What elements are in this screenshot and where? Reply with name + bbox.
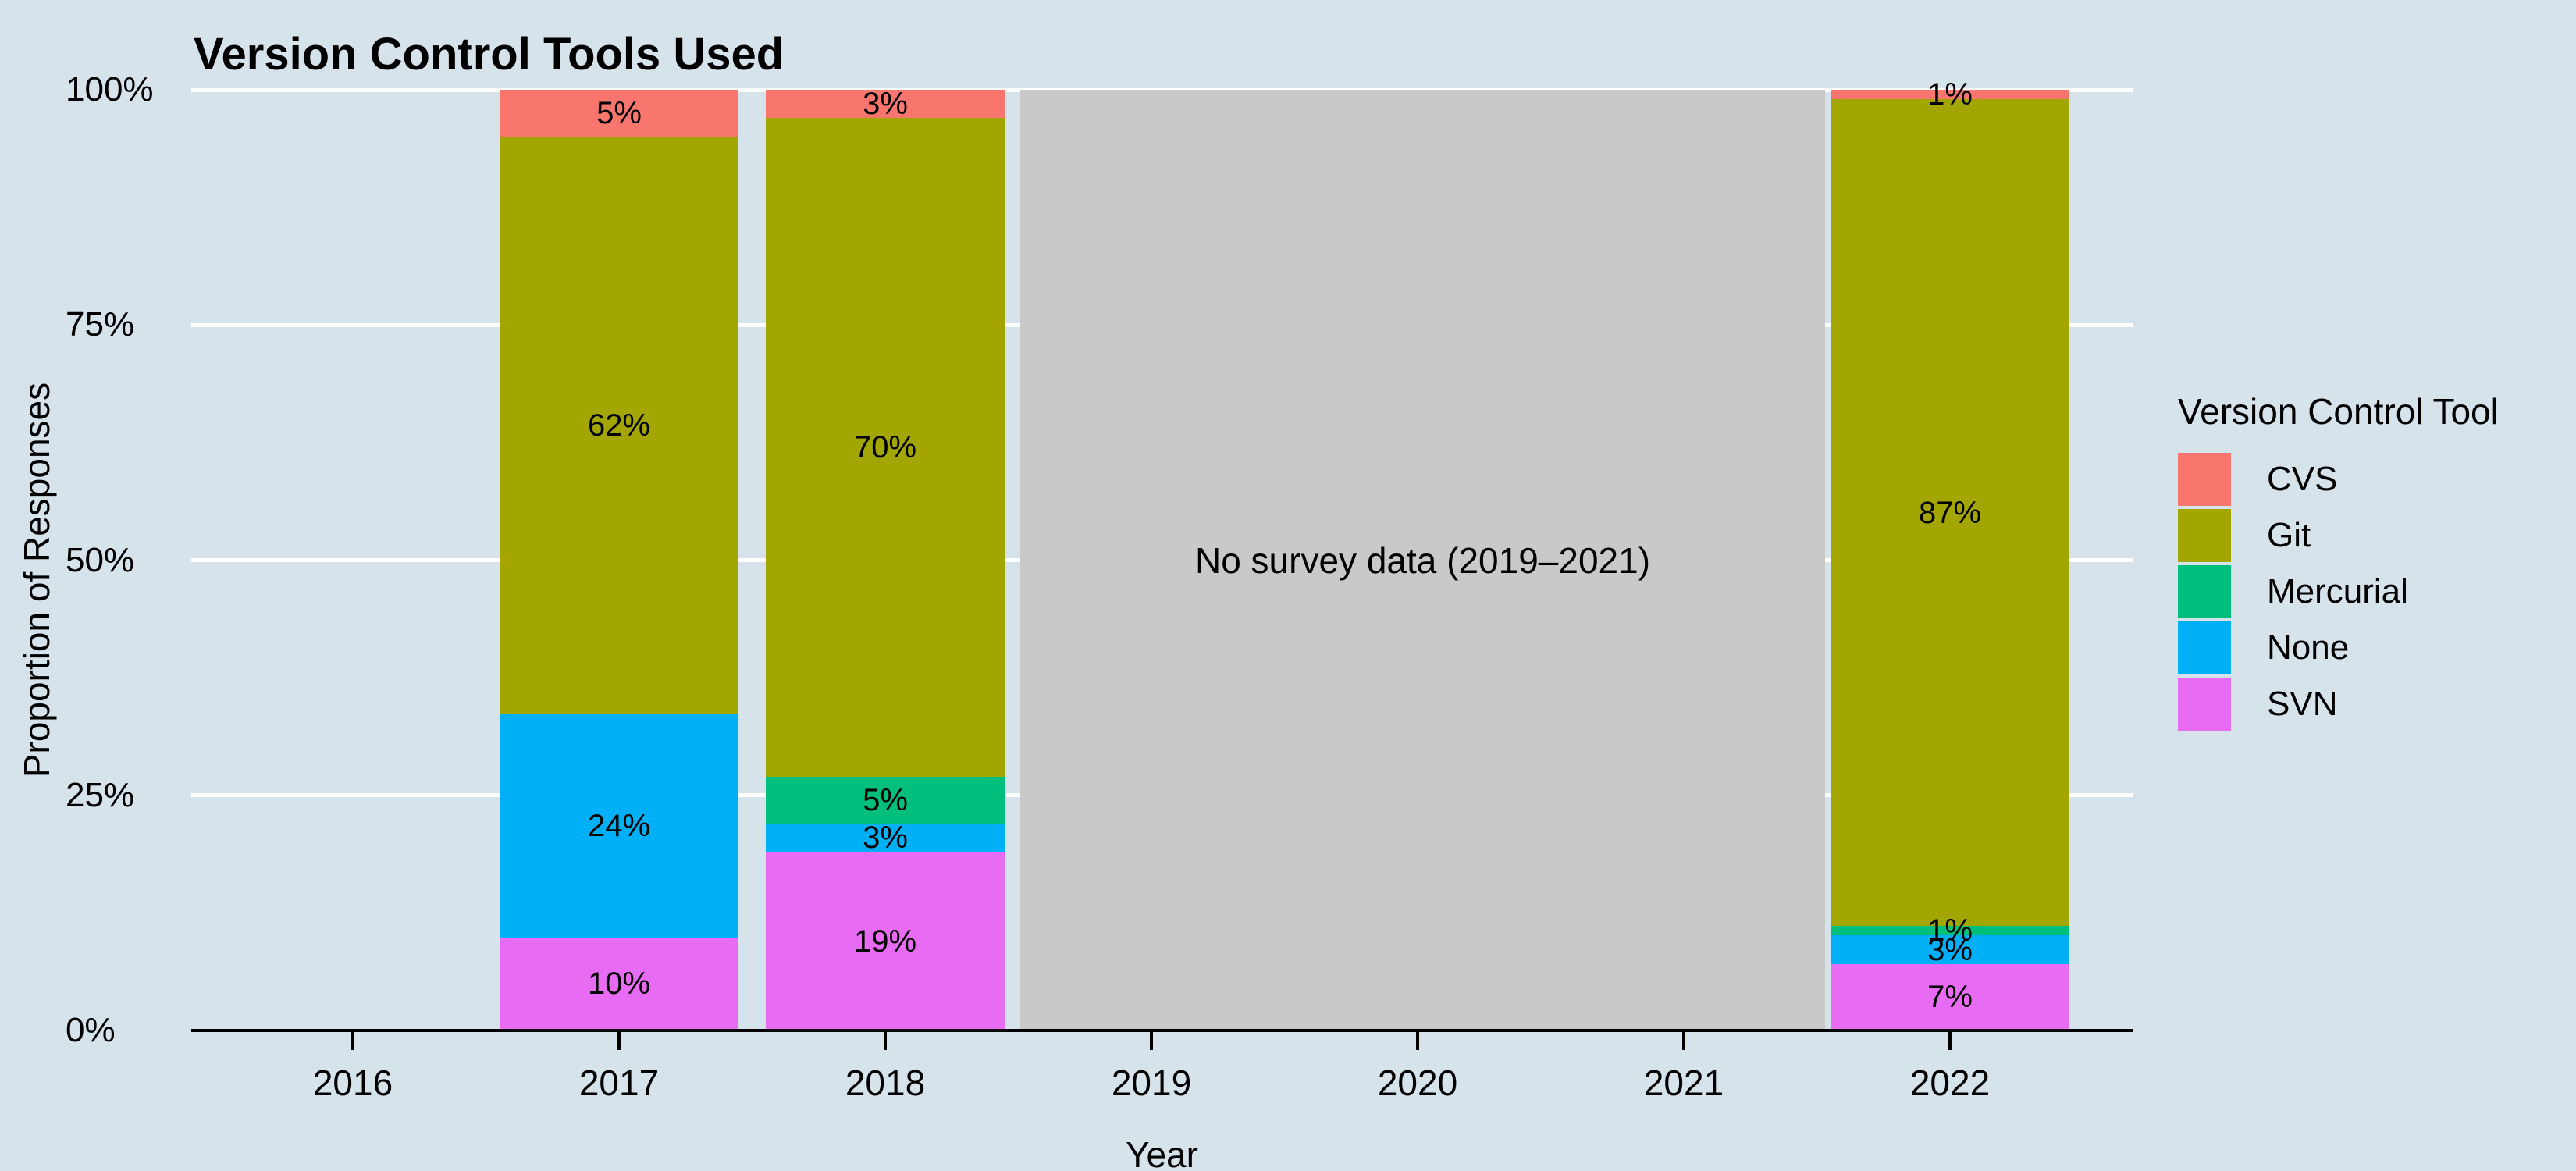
segment-label-2018-SVN: 19% bbox=[853, 924, 917, 959]
x-tick-label: 2021 bbox=[1643, 1062, 1724, 1103]
segment-2018-None bbox=[766, 823, 1005, 852]
bar-2018: 3% 70% 5% 3% 19% bbox=[766, 87, 1005, 1030]
legend-label-Git: Git bbox=[2267, 516, 2311, 554]
segment-label-2018-Mercurial: 5% bbox=[863, 782, 908, 817]
segment-label-2022-SVN: 7% bbox=[1927, 980, 1973, 1015]
y-tick-label: 25% bbox=[66, 775, 135, 814]
segment-2022-SVN bbox=[1831, 963, 2069, 1030]
segment-label-2018-CVS: 3% bbox=[863, 87, 908, 122]
x-tick-label: 2020 bbox=[1377, 1062, 1458, 1103]
y-tick-label: 0% bbox=[66, 1011, 116, 1049]
legend-key-SVN bbox=[2178, 678, 2231, 731]
segment-2018-SVN bbox=[766, 852, 1005, 1030]
segment-2018-Mercurial bbox=[766, 776, 1005, 824]
no-data-label: No survey data (2019–2021) bbox=[1194, 539, 1651, 581]
x-axis-line bbox=[191, 1029, 2133, 1032]
legend-label-SVN: SVN bbox=[2267, 685, 2338, 723]
segment-2017-CVS bbox=[500, 90, 738, 137]
legend-label-CVS: CVS bbox=[2267, 460, 2338, 498]
segment-label-2017-SVN: 10% bbox=[587, 966, 651, 1002]
legend-label-Mercurial: Mercurial bbox=[2267, 572, 2408, 610]
chart-title: Version Control Tools Used bbox=[194, 29, 785, 80]
x-tick bbox=[1150, 1030, 1153, 1050]
legend: Version Control Tool CVS Git Mercurial None… bbox=[2178, 390, 2499, 734]
bar-2017: 5% 62% 24% 10% bbox=[500, 90, 738, 1030]
legend-key-CVS bbox=[2178, 453, 2231, 506]
segment-2022-Mercurial bbox=[1831, 926, 2069, 936]
x-tick-label: 2016 bbox=[312, 1062, 393, 1103]
x-tick bbox=[351, 1030, 354, 1050]
legend-key-Git bbox=[2178, 509, 2231, 562]
legend-item-SVN: SVN bbox=[2178, 678, 2499, 731]
segment-label-2018-Git: 70% bbox=[853, 429, 917, 464]
legend-item-Mercurial: Mercurial bbox=[2178, 565, 2499, 618]
segment-label-2022-None: 3% bbox=[1927, 932, 1973, 967]
segment-2017-SVN bbox=[500, 937, 738, 1030]
x-tick bbox=[1682, 1030, 1685, 1050]
no-data-region: No survey data (2019–2021) bbox=[1020, 90, 1825, 1030]
legend-label-None: None bbox=[2267, 628, 2350, 667]
segment-label-2018-None: 3% bbox=[863, 820, 908, 855]
segment-2022-CVS bbox=[1831, 90, 2069, 100]
segment-label-2022-CVS: 1% bbox=[1927, 77, 1973, 112]
y-tick-label: 50% bbox=[66, 540, 135, 579]
segment-2022-Git bbox=[1831, 99, 2069, 927]
segment-label-2017-CVS: 5% bbox=[596, 95, 642, 130]
y-tick-label: 100% bbox=[66, 70, 154, 109]
legend-key-None bbox=[2178, 621, 2231, 674]
segment-label-2022-Mercurial: 1% bbox=[1927, 913, 1973, 949]
y-tick-label: 75% bbox=[66, 305, 135, 344]
legend-title: Version Control Tool bbox=[2178, 391, 2499, 432]
segment-2018-CVS bbox=[766, 90, 1005, 119]
segment-2022-None bbox=[1831, 935, 2069, 964]
y-axis-title: Proportion of Responses bbox=[16, 382, 57, 778]
x-tick-label: 2022 bbox=[1909, 1062, 1991, 1103]
segment-2018-Git bbox=[766, 118, 1005, 777]
segment-label-2022-Git: 87% bbox=[1918, 495, 1982, 530]
segment-label-2017-Git: 62% bbox=[587, 408, 651, 443]
x-tick bbox=[884, 1030, 887, 1050]
legend-item-Git: Git bbox=[2178, 509, 2499, 562]
x-tick-label: 2017 bbox=[578, 1062, 660, 1103]
bar-2022: 1% 87% 1% 3% 7% bbox=[1831, 79, 2069, 1030]
x-tick-label: 2018 bbox=[845, 1062, 926, 1103]
x-tick bbox=[1948, 1030, 1952, 1050]
segment-2017-Git bbox=[500, 136, 738, 714]
legend-item-None: None bbox=[2178, 621, 2499, 674]
legend-items: CVS Git Mercurial None SVN bbox=[2178, 453, 2499, 731]
x-tick bbox=[617, 1030, 621, 1050]
x-tick bbox=[1416, 1030, 1419, 1050]
x-axis-title: Year bbox=[1126, 1134, 1198, 1171]
legend-key-Mercurial bbox=[2178, 565, 2231, 618]
segment-2017-None bbox=[500, 714, 738, 938]
x-tick-label: 2019 bbox=[1111, 1062, 1192, 1103]
legend-item-CVS: CVS bbox=[2178, 453, 2499, 506]
segment-label-2017-None: 24% bbox=[587, 808, 651, 843]
